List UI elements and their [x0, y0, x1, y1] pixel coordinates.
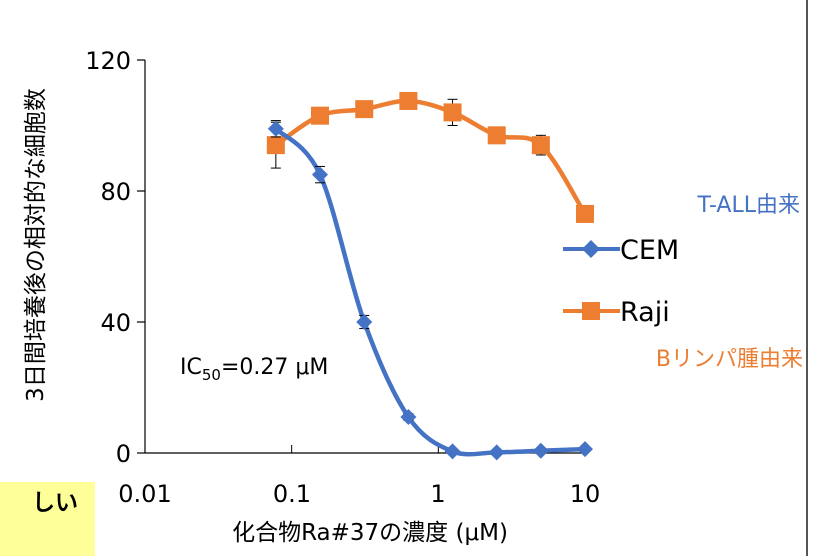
origin-label-cem: T-ALL由来 [697, 193, 800, 218]
data-point-raji [531, 136, 550, 155]
x-axis-title: 化合物Ra#37の濃度 (μM) [232, 520, 508, 546]
ic50-prefix: IC [180, 355, 202, 380]
data-point-raji [576, 204, 594, 223]
data-point-raji [487, 126, 506, 145]
data-point-cem [532, 442, 549, 459]
legend-marker-cem [582, 240, 600, 258]
legend-marker-raji [582, 302, 600, 320]
y-tick-label: 120 [85, 47, 131, 75]
series-layer [144, 91, 594, 461]
legend-label-cem: CEM [620, 235, 679, 266]
ic50-value: =0.27 μM [221, 355, 328, 380]
data-point-cem [577, 441, 593, 458]
x-tick-label: 10 [570, 480, 601, 508]
data-point-cem [488, 444, 505, 461]
data-point-cem [356, 314, 373, 330]
x-tick-label: 0.01 [118, 480, 171, 508]
data-point-raji [399, 91, 418, 110]
data-point-raji [355, 100, 374, 119]
origin-label-raji: Bリンパ腫由来 [656, 347, 803, 372]
data-point-raji [310, 106, 329, 125]
data-point-raji [266, 136, 285, 155]
callout-text: しい [32, 490, 78, 516]
x-tick-label: 0.1 [273, 480, 311, 508]
ic50-annotation: IC50=0.27 μM [180, 355, 328, 384]
ic50-subscript: 50 [202, 366, 221, 384]
data-point-cem [400, 408, 417, 425]
legend-label-raji: Raji [620, 297, 670, 328]
x-tick-label: 1 [430, 480, 445, 508]
data-point-cem [311, 166, 328, 183]
data-point-cem [444, 443, 461, 460]
y-tick-label: 0 [116, 440, 131, 468]
data-point-raji [443, 103, 462, 122]
y-tick-label: 40 [100, 309, 131, 337]
y-axis-title: 3日間培養後の相対的な細胞数 [23, 88, 49, 402]
y-tick-label: 80 [100, 178, 131, 206]
callout-box [0, 482, 95, 556]
data-point-cem [267, 120, 284, 137]
legend: CEM Raji T-ALL由来 Bリンパ腫由来 [563, 193, 803, 372]
